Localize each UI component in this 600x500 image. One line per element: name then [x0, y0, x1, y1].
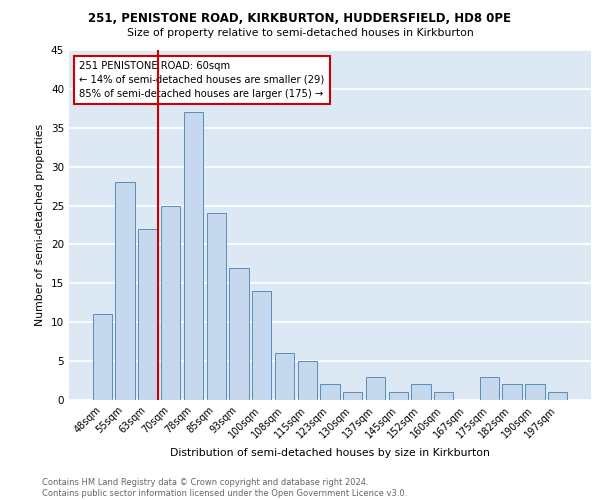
Text: Contains HM Land Registry data © Crown copyright and database right 2024.
Contai: Contains HM Land Registry data © Crown c…	[42, 478, 407, 498]
Bar	[161, 206, 181, 400]
Y-axis label: Number of semi-detached properties: Number of semi-detached properties	[35, 124, 46, 326]
X-axis label: Distribution of semi-detached houses by size in Kirkburton: Distribution of semi-detached houses by …	[170, 448, 490, 458]
Bar	[252, 291, 271, 400]
Bar	[366, 376, 385, 400]
Bar	[298, 361, 317, 400]
Bar	[206, 214, 226, 400]
Bar	[412, 384, 431, 400]
Bar	[479, 376, 499, 400]
Bar	[389, 392, 408, 400]
Bar	[525, 384, 545, 400]
Bar	[275, 354, 294, 400]
Bar	[343, 392, 362, 400]
Text: Size of property relative to semi-detached houses in Kirkburton: Size of property relative to semi-detach…	[127, 28, 473, 38]
Text: 251 PENISTONE ROAD: 60sqm
← 14% of semi-detached houses are smaller (29)
85% of : 251 PENISTONE ROAD: 60sqm ← 14% of semi-…	[79, 60, 325, 98]
Bar	[138, 229, 158, 400]
Bar	[434, 392, 454, 400]
Bar	[502, 384, 522, 400]
Bar	[184, 112, 203, 400]
Bar	[115, 182, 135, 400]
Text: 251, PENISTONE ROAD, KIRKBURTON, HUDDERSFIELD, HD8 0PE: 251, PENISTONE ROAD, KIRKBURTON, HUDDERS…	[89, 12, 511, 26]
Bar	[93, 314, 112, 400]
Bar	[548, 392, 567, 400]
Bar	[320, 384, 340, 400]
Bar	[229, 268, 248, 400]
